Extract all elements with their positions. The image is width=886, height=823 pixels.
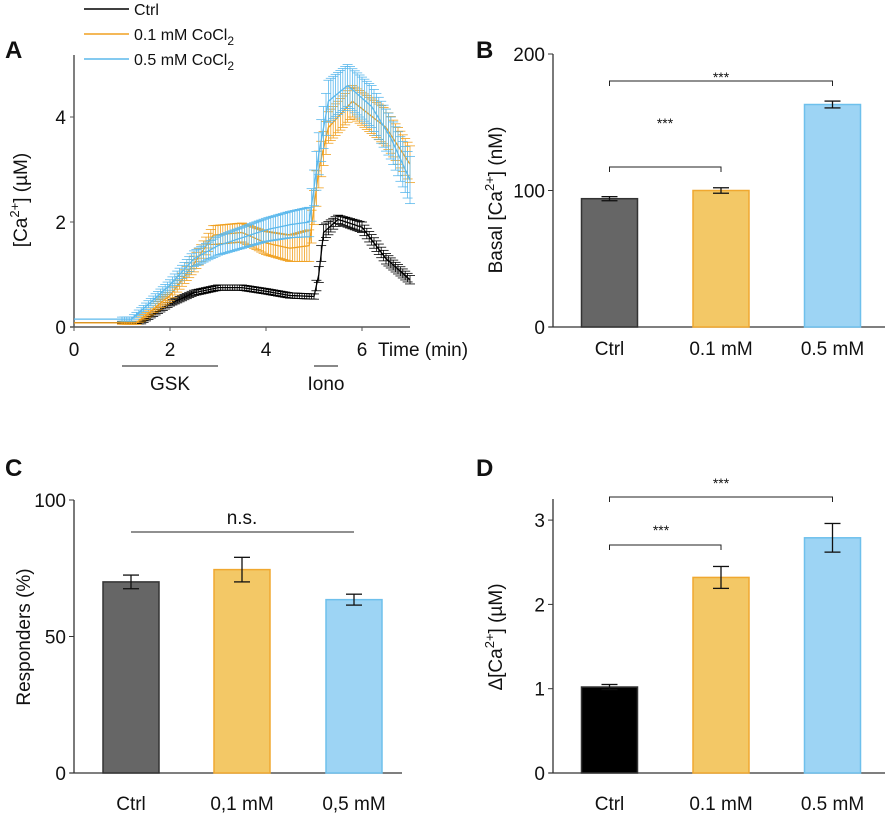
- y-tick-label: 50: [45, 628, 66, 649]
- category-label: 0.5 mM: [801, 339, 864, 360]
- significance-bracket: [609, 80, 833, 86]
- legend-label-text: 0.5 mM CoCl: [134, 52, 227, 69]
- y-axis-title-part: Basal [Ca: [486, 191, 507, 274]
- y-axis-title: Basal [Ca2+] (nM): [482, 127, 507, 274]
- x-axis-title: Time (min): [378, 340, 468, 361]
- legend-label-text: 0.1 mM CoCl: [134, 27, 227, 44]
- bar-0-1-mm: [692, 576, 750, 774]
- panel-label-a: A: [5, 37, 22, 64]
- legend-label: 0.5 mM CoCl2: [134, 52, 234, 73]
- significance-label: ***: [653, 522, 670, 538]
- y-tick-label: 1: [534, 680, 545, 701]
- y-tick-label: 100: [34, 491, 66, 512]
- significance-label: n.s.: [227, 508, 258, 529]
- y-axis-title: Responders (%): [14, 568, 35, 705]
- x-tick-label: 6: [357, 340, 368, 361]
- chart-a: 0 2 4 0 2 4 6 Time (min) [Ca2+] (µM) GSK Iono Ctrl 0…: [7, 2, 468, 395]
- treatment-label: GSK: [150, 374, 190, 395]
- significance-label: ***: [713, 475, 730, 491]
- category-label: 0.1 mM: [689, 339, 752, 360]
- legend-label-text: Ctrl: [134, 2, 159, 19]
- y-tick-label: 3: [534, 511, 545, 532]
- panel-label-c: C: [5, 455, 22, 482]
- y-axis-title-sup: 2+: [482, 633, 497, 648]
- y-axis-title: [Ca2+] (µM): [7, 153, 32, 247]
- series-2: [74, 64, 415, 322]
- bar-0-5-mm: [803, 103, 862, 328]
- bar-0-1-mm: [213, 568, 271, 774]
- y-tick-label: 0: [55, 318, 66, 339]
- significance-bracket: [609, 496, 833, 502]
- x-tick-label: 0: [69, 340, 80, 361]
- significance-label: ***: [657, 115, 674, 131]
- y-tick-label: 2: [534, 595, 545, 616]
- significance-bracket: [609, 544, 722, 550]
- bar-ctrl: [580, 686, 639, 774]
- legend-label-sub: 2: [227, 34, 234, 48]
- bar-ctrl: [102, 581, 160, 774]
- significance-bracket: [609, 166, 722, 172]
- chart-c: 0 50 100 Responders (%) Ctrl 0,1 mM 0,5 mM n.s.: [14, 491, 402, 815]
- significance-label: ***: [713, 69, 730, 85]
- y-axis-title-sup: 2+: [482, 176, 497, 191]
- y-tick-label: 2: [55, 213, 66, 234]
- category-label: 0,1 mM: [210, 794, 273, 815]
- category-label: 0,5 mM: [322, 794, 385, 815]
- y-axis-title-part: [Ca: [11, 217, 32, 247]
- y-tick-label: 4: [55, 108, 66, 129]
- legend-label-sub: 2: [227, 59, 234, 73]
- x-tick-label: 2: [165, 340, 176, 361]
- category-label: 0.1 mM: [689, 794, 752, 815]
- bar-ctrl: [580, 197, 639, 328]
- y-tick-label: 200: [513, 45, 545, 66]
- category-label: Ctrl: [595, 794, 625, 815]
- bar-0-5-mm: [803, 537, 862, 774]
- panel-label-d: D: [476, 455, 493, 482]
- y-axis-title-part: ] (µM): [11, 153, 32, 203]
- y-axis-title-part: ] (nM): [486, 127, 507, 177]
- y-tick-label: 0: [534, 764, 545, 785]
- series-line: [74, 84, 411, 320]
- y-axis-title-sup: 2+: [7, 203, 22, 218]
- category-label: 0.5 mM: [801, 794, 864, 815]
- y-axis-title-part: ] (µM): [486, 583, 507, 633]
- legend-label: 0.1 mM CoCl2: [134, 27, 234, 48]
- panel-label-b: B: [476, 37, 493, 64]
- y-tick-label: 0: [534, 318, 545, 339]
- chart-b: 0 100 200 Basal [Ca2+] (nM) Ctrl 0.1 mM 0.5 mM…: [482, 45, 885, 360]
- category-label: Ctrl: [595, 339, 625, 360]
- treatment-label: Iono: [308, 374, 345, 395]
- x-tick-label: 4: [261, 340, 272, 361]
- y-axis-title: Δ[Ca2+] (µM): [482, 583, 507, 690]
- chart-d: 0 1 2 3 Δ[Ca2+] (µM) Ctrl 0.1 mM 0.5 mM *** ***: [482, 475, 885, 815]
- category-label: Ctrl: [116, 794, 146, 815]
- y-tick-label: 0: [55, 764, 66, 785]
- bar-0-1-mm: [692, 189, 750, 328]
- legend-label: Ctrl: [134, 2, 159, 19]
- y-tick-label: 100: [513, 182, 545, 203]
- bar-0-5-mm: [325, 598, 383, 774]
- y-axis-title-part: Responders (%): [14, 568, 35, 705]
- y-axis-title-part: Δ[Ca: [486, 648, 507, 691]
